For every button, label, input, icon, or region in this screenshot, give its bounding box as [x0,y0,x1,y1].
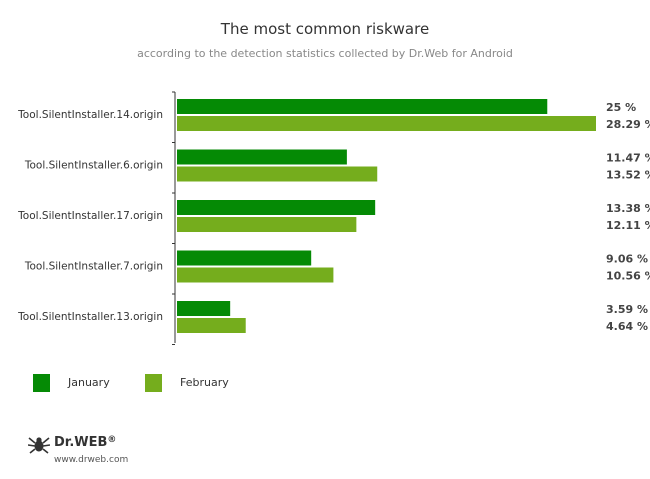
bar-february [177,217,357,232]
bar-february [177,318,246,333]
bar-january [177,250,312,266]
legend-label-january: January [68,376,110,389]
drweb-url: www.drweb.com [54,455,129,465]
drweb-brand: Dr.WEB® [54,435,117,450]
bar-chart: Tool.SilentInstaller.14.origin 25 % 28.29 … [17,91,650,345]
legend-swatch-january [33,374,50,392]
value-label: 13.38 % [606,202,650,215]
category-label: Tool.SilentInstaller.14.origin [17,109,163,121]
legend-swatch-february [145,374,162,392]
category-label: Tool.SilentInstaller.7.origin [24,261,163,273]
value-label: 4.64 % [606,320,648,333]
chart-title: The most common riskware [220,20,430,38]
bar-january [177,200,376,215]
value-label: 25 % [606,101,636,114]
value-label: 28.29 % [606,118,650,131]
value-label: 3.59 % [606,303,648,316]
value-label: 13.52 % [606,169,650,182]
bar-january [177,301,231,316]
value-label: 12.11 % [606,219,650,232]
value-label: 10.56 % [606,270,650,283]
value-label: 9.06 % [606,253,648,266]
bar-january [177,149,347,165]
chart-subtitle: according to the detection statistics co… [137,47,513,60]
spider-icon [27,437,51,454]
bar-february [177,116,596,131]
bar-february [177,166,378,182]
value-label: 11.47 % [606,152,650,165]
bar-january [177,99,548,114]
drweb-logo: Dr.WEB® www.drweb.com [27,435,128,465]
bar-february [177,267,334,283]
category-label: Tool.SilentInstaller.13.origin [17,311,163,323]
legend-label-february: February [180,376,229,389]
category-label: Tool.SilentInstaller.6.origin [24,160,163,172]
category-label: Tool.SilentInstaller.17.origin [17,210,163,222]
